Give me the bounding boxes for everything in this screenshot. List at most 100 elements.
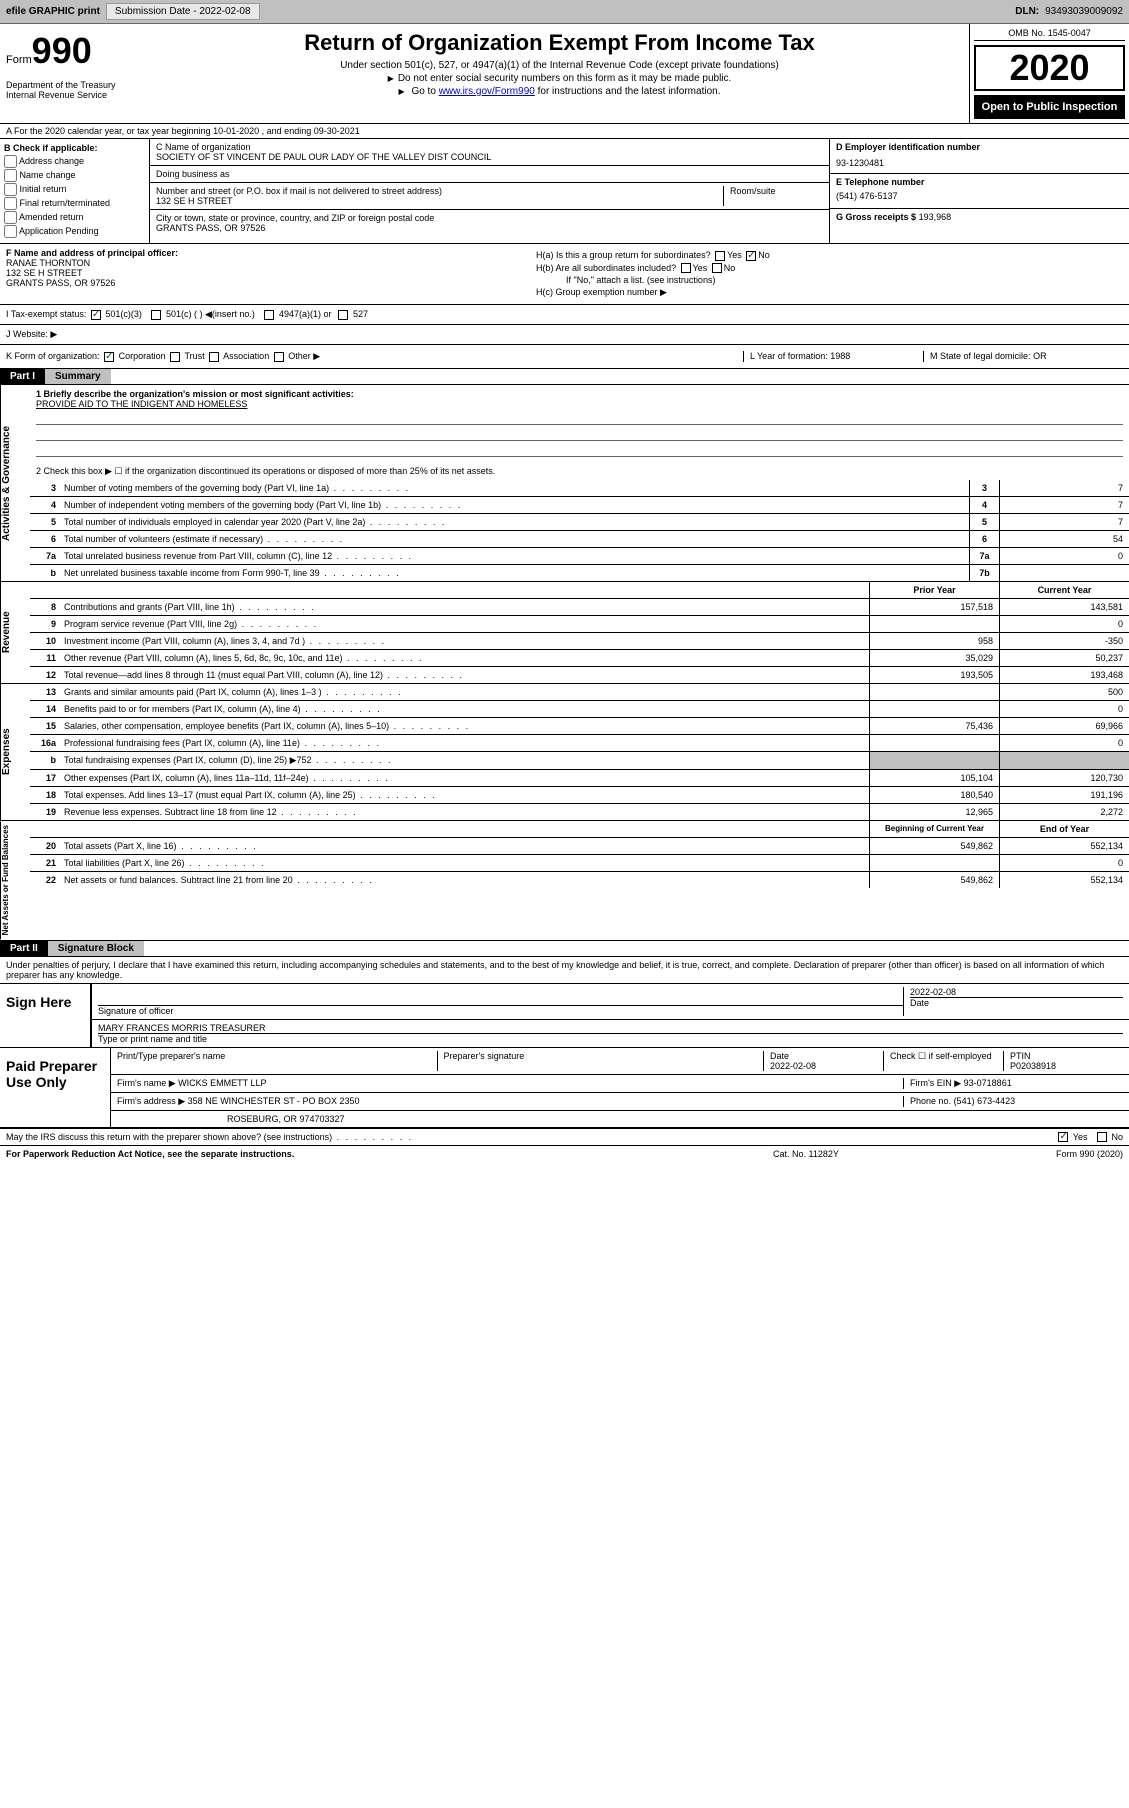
org-city: GRANTS PASS, OR 97526: [156, 223, 823, 233]
row-k-form-org: K Form of organization: Corporation Trus…: [0, 345, 1129, 369]
table-row: 11Other revenue (Part VIII, column (A), …: [30, 650, 1129, 667]
prep-date: 2022-02-08: [770, 1061, 816, 1071]
part1-header: Part I: [0, 369, 45, 384]
check-amended[interactable]: Amended return: [4, 211, 145, 224]
officer-addr1: 132 SE H STREET: [6, 268, 524, 278]
officer-name-title: MARY FRANCES MORRIS TREASURER: [98, 1023, 1123, 1033]
sign-here-row: Sign Here Signature of officer 2022-02-0…: [0, 984, 1129, 1048]
state-domicile: OR: [1033, 351, 1047, 361]
table-row: 20Total assets (Part X, line 16)549,8625…: [30, 838, 1129, 855]
check-name-change[interactable]: Name change: [4, 169, 145, 182]
mission-text: PROVIDE AID TO THE INDIGENT AND HOMELESS: [36, 399, 1123, 409]
year-formation: 1988: [830, 351, 850, 361]
part2-title: Signature Block: [48, 941, 144, 956]
org-address: 132 SE H STREET: [156, 196, 723, 206]
table-row: 3Number of voting members of the governi…: [30, 480, 1129, 497]
501c-check[interactable]: [151, 310, 161, 320]
block-f-h: F Name and address of principal officer:…: [0, 244, 1129, 305]
part2-header: Part II: [0, 941, 48, 956]
expenses-section: Expenses 13Grants and similar amounts pa…: [0, 684, 1129, 821]
table-row: 8Contributions and grants (Part VIII, li…: [30, 599, 1129, 616]
col-b-checkboxes: B Check if applicable: Address change Na…: [0, 139, 150, 243]
ptin: P02038918: [1010, 1061, 1056, 1071]
table-row: bNet unrelated business taxable income f…: [30, 565, 1129, 581]
top-bar: efile GRAPHIC print Submission Date - 20…: [0, 0, 1129, 24]
table-row: 10Investment income (Part VIII, column (…: [30, 633, 1129, 650]
officer-addr2: GRANTS PASS, OR 97526: [6, 278, 524, 288]
table-row: 9Program service revenue (Part VIII, lin…: [30, 616, 1129, 633]
cat-no: Cat. No. 11282Y: [773, 1149, 973, 1159]
revenue-section: Revenue Prior YearCurrent Year 8Contribu…: [0, 582, 1129, 684]
bottom-footer: For Paperwork Reduction Act Notice, see …: [0, 1146, 1129, 1162]
table-row: 12Total revenue—add lines 8 through 11 (…: [30, 667, 1129, 683]
firm-addr2: ROSEBURG, OR 974703327: [117, 1114, 1123, 1124]
form990-link[interactable]: www.irs.gov/Form990: [439, 86, 535, 97]
subtitle-3: Go to www.irs.gov/Form990 for instructio…: [156, 86, 963, 97]
ha-yes[interactable]: [715, 251, 725, 261]
table-row: bTotal fundraising expenses (Part IX, co…: [30, 752, 1129, 770]
ha-no[interactable]: [746, 251, 756, 261]
submission-date-btn[interactable]: Submission Date - 2022-02-08: [106, 3, 260, 20]
open-public: Open to Public Inspection: [974, 95, 1125, 119]
penalty-text: Under penalties of perjury, I declare th…: [0, 957, 1129, 984]
subtitle-2: Do not enter social security numbers on …: [156, 73, 963, 84]
check-address-change[interactable]: Address change: [4, 155, 145, 168]
section-a: A For the 2020 calendar year, or tax yea…: [0, 124, 1129, 139]
check-app-pending[interactable]: Application Pending: [4, 225, 145, 238]
subtitle-1: Under section 501(c), 527, or 4947(a)(1)…: [156, 60, 963, 71]
table-row: 6Total number of volunteers (estimate if…: [30, 531, 1129, 548]
527-check[interactable]: [338, 310, 348, 320]
trust-check[interactable]: [170, 352, 180, 362]
firm-phone: (541) 673-4423: [954, 1096, 1016, 1106]
form-header: Form990 Department of the Treasury Inter…: [0, 24, 1129, 124]
table-row: 14Benefits paid to or for members (Part …: [30, 701, 1129, 718]
dln-value: 93493039009092: [1045, 6, 1123, 17]
org-name: SOCIETY OF ST VINCENT DE PAUL OUR LADY O…: [156, 152, 823, 162]
form-title: Return of Organization Exempt From Incom…: [156, 30, 963, 56]
form-ref: Form 990 (2020): [973, 1149, 1123, 1159]
tax-year: 2020: [974, 45, 1125, 91]
table-row: 15Salaries, other compensation, employee…: [30, 718, 1129, 735]
other-check[interactable]: [274, 352, 284, 362]
discuss-yes[interactable]: [1058, 1132, 1068, 1142]
part1-title: Summary: [45, 369, 111, 384]
table-row: 16aProfessional fundraising fees (Part I…: [30, 735, 1129, 752]
block-b-c-d: B Check if applicable: Address change Na…: [0, 139, 1129, 244]
firm-name: WICKS EMMETT LLP: [178, 1078, 266, 1088]
netassets-section: Net Assets or Fund Balances Beginning of…: [0, 821, 1129, 940]
hb-no[interactable]: [712, 263, 722, 273]
gross-receipts: 193,968: [919, 212, 952, 222]
telephone: (541) 476-5137: [836, 191, 1123, 201]
table-row: 18Total expenses. Add lines 13–17 (must …: [30, 787, 1129, 804]
check-final-return[interactable]: Final return/terminated: [4, 197, 145, 210]
table-row: 21Total liabilities (Part X, line 26)0: [30, 855, 1129, 872]
4947-check[interactable]: [264, 310, 274, 320]
row-i-tax-exempt: I Tax-exempt status: 501(c)(3) 501(c) ( …: [0, 305, 1129, 325]
ein-value: 93-1230481: [836, 158, 1123, 168]
discuss-no[interactable]: [1097, 1132, 1107, 1142]
discuss-row: May the IRS discuss this return with the…: [0, 1129, 1129, 1147]
table-row: 22Net assets or fund balances. Subtract …: [30, 872, 1129, 888]
table-row: 4Number of independent voting members of…: [30, 497, 1129, 514]
corp-check[interactable]: [104, 352, 114, 362]
efile-label: efile GRAPHIC print: [6, 6, 100, 17]
table-row: 5Total number of individuals employed in…: [30, 514, 1129, 531]
table-row: 7aTotal unrelated business revenue from …: [30, 548, 1129, 565]
hb-yes[interactable]: [681, 263, 691, 273]
row-j-website: J Website: ▶: [0, 325, 1129, 345]
dept-treasury: Department of the Treasury Internal Reve…: [6, 80, 144, 100]
assoc-check[interactable]: [209, 352, 219, 362]
activities-governance: Activities & Governance 1 Briefly descri…: [0, 385, 1129, 582]
col-d-ein: D Employer identification number 93-1230…: [829, 139, 1129, 243]
col-c-org-info: C Name of organization SOCIETY OF ST VIN…: [150, 139, 829, 243]
table-row: 17Other expenses (Part IX, column (A), l…: [30, 770, 1129, 787]
firm-ein: 93-0718861: [964, 1078, 1012, 1088]
501c3-check[interactable]: [91, 310, 101, 320]
table-row: 19Revenue less expenses. Subtract line 1…: [30, 804, 1129, 820]
officer-name: RANAE THORNTON: [6, 258, 524, 268]
dln-label: DLN:: [1015, 6, 1039, 17]
check-initial-return[interactable]: Initial return: [4, 183, 145, 196]
omb-number: OMB No. 1545-0047: [974, 28, 1125, 41]
sig-date: 2022-02-08: [910, 987, 1123, 997]
form-990-label: Form990: [6, 30, 144, 72]
